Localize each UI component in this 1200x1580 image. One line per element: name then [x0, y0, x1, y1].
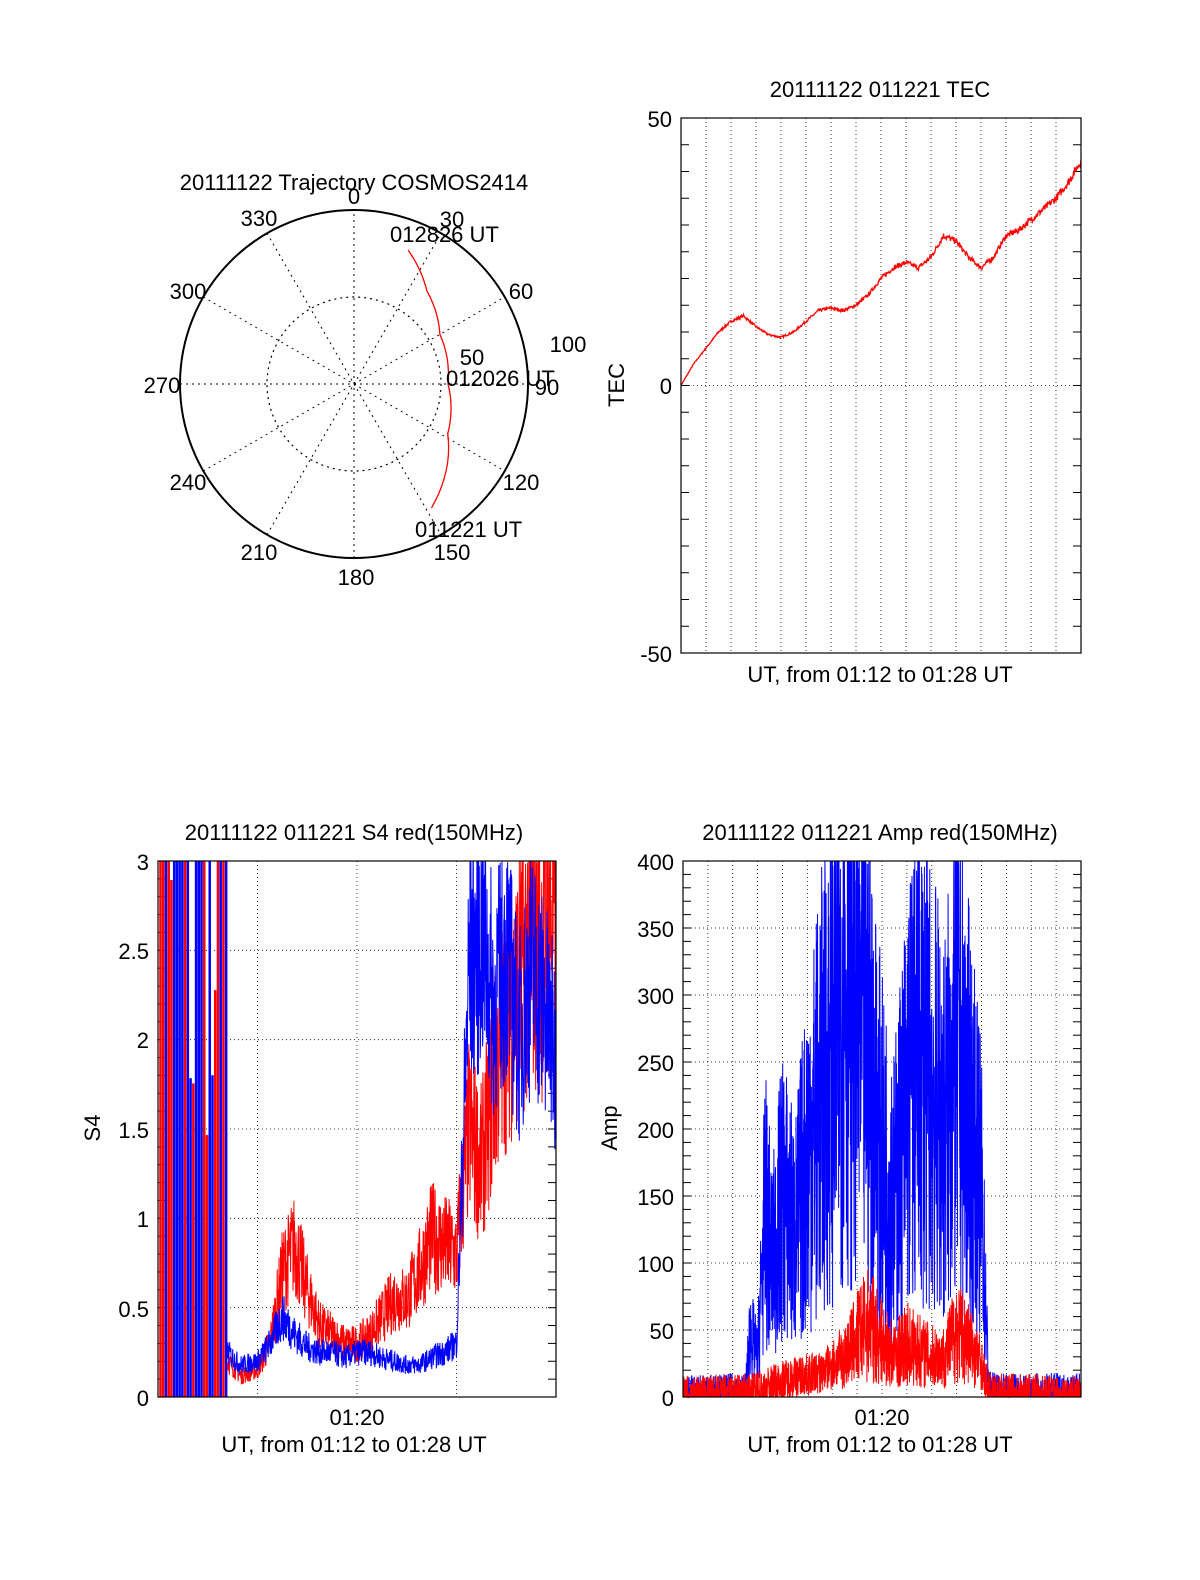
amp-title: 20111122 011221 Amp red(150MHz): [702, 820, 1058, 845]
az-label-330: 330: [241, 206, 278, 231]
s4-ytick-0.5: 0.5: [118, 1297, 149, 1322]
polar-azimuth-labels: 0 30 60 90 120 150 180 210 240 270 300 3…: [144, 184, 560, 590]
amp-ytick-50: 50: [650, 1319, 674, 1344]
s4-y-tick-labels: 0 0.5 1 1.5 2 2.5 3: [118, 850, 149, 1411]
tec-ylabel: TEC: [604, 363, 629, 407]
polar-grid: [180, 210, 528, 558]
amp-ytick-200: 200: [637, 1118, 674, 1143]
tec-ytick-50: 50: [648, 107, 672, 132]
annotation-mid-time: 012026 UT: [446, 366, 555, 391]
amp-ytick-100: 100: [637, 1252, 674, 1277]
tec-chart: 20111122 011221 TEC 50 0 -50 TEC UT, fro…: [604, 77, 1082, 687]
tec-title: 20111122 011221 TEC: [770, 77, 991, 102]
az-label-210: 210: [241, 540, 278, 565]
amp-ytick-400: 400: [637, 850, 674, 875]
polar-inner-ring: [266, 296, 442, 472]
polar-trajectory-chart: 20111122 Trajectory COSMOS2414 0 30 60 9…: [144, 170, 587, 590]
az-label-30: 30: [440, 207, 464, 232]
s4-ylabel: S4: [80, 1115, 105, 1142]
az-label-270: 270: [144, 373, 181, 398]
trajectory-line: [407, 249, 452, 509]
az-label-240: 240: [170, 470, 207, 495]
amp-ylabel: Amp: [597, 1105, 622, 1150]
amp-xtick-0120: 01:20: [854, 1405, 909, 1430]
tec-y-tick-labels: 50 0 -50: [640, 107, 672, 667]
amp-ytick-300: 300: [637, 984, 674, 1009]
polar-title: 20111122 Trajectory COSMOS2414: [180, 170, 529, 195]
radial-label-50: 50: [460, 345, 484, 370]
s4-xlabel: UT, from 01:12 to 01:28 UT: [221, 1432, 486, 1457]
s4-ytick-2: 2: [137, 1028, 149, 1053]
az-label-180: 180: [338, 565, 375, 590]
amp-xlabel: UT, from 01:12 to 01:28 UT: [747, 1432, 1012, 1457]
tec-ytick-0: 0: [660, 374, 672, 399]
az-label-90: 90: [535, 375, 559, 400]
s4-blue-series: [227, 860, 557, 1374]
s4-chart: 20111122 011221 S4 red(150MHz) 0 0.5 1 1…: [80, 820, 557, 1457]
polar-outer-ring: [179, 209, 529, 559]
tec-ytick-neg50: -50: [640, 642, 672, 667]
az-label-120: 120: [503, 470, 540, 495]
s4-saturated-bars: [159, 861, 228, 1397]
amp-y-tick-labels: 0 50 100 150 200 250 300 350 400: [637, 850, 674, 1411]
tec-xlabel: UT, from 01:12 to 01:28 UT: [747, 662, 1012, 687]
s4-ytick-1: 1: [137, 1207, 149, 1232]
s4-plot-frame: [157, 860, 557, 1398]
radial-label-100: 100: [550, 332, 587, 357]
amp-ytick-250: 250: [637, 1051, 674, 1076]
annotation-end-time: 012826 UT: [390, 222, 499, 247]
az-label-150: 150: [434, 540, 471, 565]
amp-chart: 20111122 011221 Amp red(150MHz) 0 50 100…: [597, 820, 1082, 1457]
s4-ytick-1.5: 1.5: [118, 1118, 149, 1143]
annotation-start-time: 011221 UT: [415, 517, 522, 542]
s4-xtick-0120: 01:20: [329, 1405, 384, 1430]
s4-ytick-2.5: 2.5: [118, 939, 149, 964]
tec-series-line: [680, 159, 1082, 387]
s4-title: 20111122 011221 S4 red(150MHz): [185, 820, 523, 845]
amp-plot-frame: [682, 860, 1082, 1398]
az-label-0: 0: [348, 184, 360, 209]
polar-spoke: [266, 233, 442, 535]
tec-grid: [681, 117, 1081, 654]
amp-ytick-0: 0: [662, 1386, 674, 1411]
tec-plot-frame: [680, 117, 1082, 654]
az-label-60: 60: [509, 279, 533, 304]
amp-ytick-150: 150: [637, 1185, 674, 1210]
az-label-300: 300: [170, 279, 207, 304]
s4-ytick-3: 3: [137, 850, 149, 875]
amp-ytick-350: 350: [637, 917, 674, 942]
s4-ytick-0: 0: [137, 1386, 149, 1411]
